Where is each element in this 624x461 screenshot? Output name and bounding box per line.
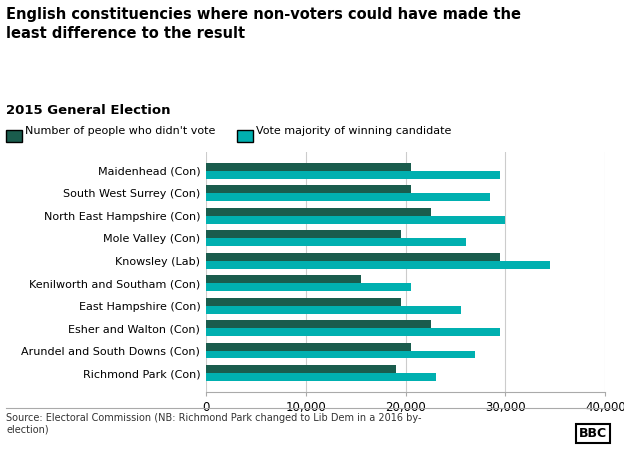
Bar xyxy=(206,185,411,193)
Bar xyxy=(206,298,401,306)
Bar xyxy=(206,275,361,283)
Bar xyxy=(206,230,401,238)
Bar xyxy=(206,365,396,373)
Text: Vote majority of winning candidate: Vote majority of winning candidate xyxy=(256,126,451,136)
Text: Number of people who didn't vote: Number of people who didn't vote xyxy=(25,126,215,136)
Bar xyxy=(206,193,490,201)
Bar xyxy=(206,283,411,291)
Bar xyxy=(206,208,431,216)
Text: 2015 General Election: 2015 General Election xyxy=(6,104,171,117)
Bar xyxy=(206,261,550,269)
Bar xyxy=(206,373,436,381)
Bar xyxy=(206,320,431,328)
Bar xyxy=(206,216,505,224)
Bar xyxy=(206,351,475,359)
Bar xyxy=(206,328,500,336)
Bar xyxy=(206,163,411,171)
Text: Source: Electoral Commission (NB: Richmond Park changed to Lib Dem in a 2016 by-: Source: Electoral Commission (NB: Richmo… xyxy=(6,413,422,434)
Bar xyxy=(206,343,411,351)
Bar xyxy=(206,253,500,261)
Text: English constituencies where non-voters could have made the
least difference to : English constituencies where non-voters … xyxy=(6,7,521,41)
Text: BBC: BBC xyxy=(578,427,607,440)
Bar xyxy=(206,306,461,313)
Bar xyxy=(206,238,466,246)
Bar xyxy=(206,171,500,179)
